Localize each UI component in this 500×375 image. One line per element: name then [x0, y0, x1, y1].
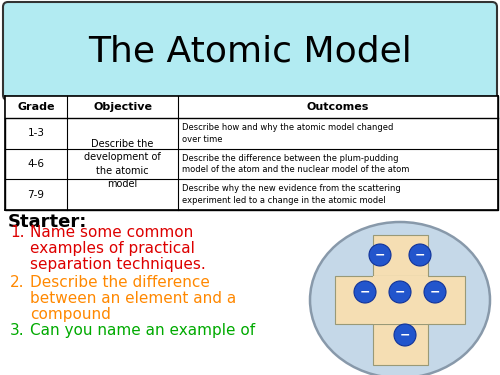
Text: Grade: Grade	[17, 102, 55, 112]
Text: Describe how and why the atomic model changed
over time: Describe how and why the atomic model ch…	[182, 123, 394, 144]
Text: between an element and a: between an element and a	[30, 291, 236, 306]
Bar	[372, 276, 428, 324]
FancyBboxPatch shape	[3, 2, 497, 100]
Text: 1-3: 1-3	[28, 128, 44, 138]
Text: 4-6: 4-6	[28, 159, 44, 169]
Text: Outcomes: Outcomes	[307, 102, 369, 112]
Text: compound: compound	[30, 307, 111, 322]
Text: Can you name an example of: Can you name an example of	[30, 323, 255, 338]
Text: Starter:: Starter:	[8, 213, 87, 231]
Ellipse shape	[310, 222, 490, 375]
Circle shape	[409, 244, 431, 266]
Circle shape	[394, 324, 416, 346]
Bar	[5, 96, 498, 210]
Text: Describe why the new evidence from the scattering
experiment led to a change in : Describe why the new evidence from the s…	[182, 184, 401, 205]
Text: 2.: 2.	[10, 275, 24, 290]
Text: −: −	[375, 249, 385, 261]
Text: 3.: 3.	[10, 323, 24, 338]
Text: 7-9: 7-9	[28, 190, 44, 200]
Text: −: −	[415, 249, 425, 261]
Text: −: −	[400, 328, 410, 342]
Text: Describe the
development of
the atomic
model: Describe the development of the atomic m…	[84, 139, 161, 189]
Circle shape	[369, 244, 391, 266]
Bar	[335, 276, 465, 324]
Text: 1.: 1.	[10, 225, 24, 240]
Text: Describe the difference between the plum-pudding
model of the atom and the nucle: Describe the difference between the plum…	[182, 154, 410, 174]
Text: Name some common: Name some common	[30, 225, 193, 240]
Text: Objective: Objective	[93, 102, 152, 112]
Text: −: −	[430, 285, 440, 298]
Text: −: −	[360, 285, 370, 298]
Bar	[5, 96, 498, 118]
Text: The Atomic Model: The Atomic Model	[88, 34, 412, 68]
Text: separation techniques.: separation techniques.	[30, 257, 206, 272]
Text: examples of practical: examples of practical	[30, 241, 195, 256]
Circle shape	[424, 281, 446, 303]
Text: Describe the difference: Describe the difference	[30, 275, 210, 290]
Bar	[372, 235, 428, 365]
Circle shape	[354, 281, 376, 303]
Circle shape	[389, 281, 411, 303]
Text: −: −	[395, 285, 405, 298]
